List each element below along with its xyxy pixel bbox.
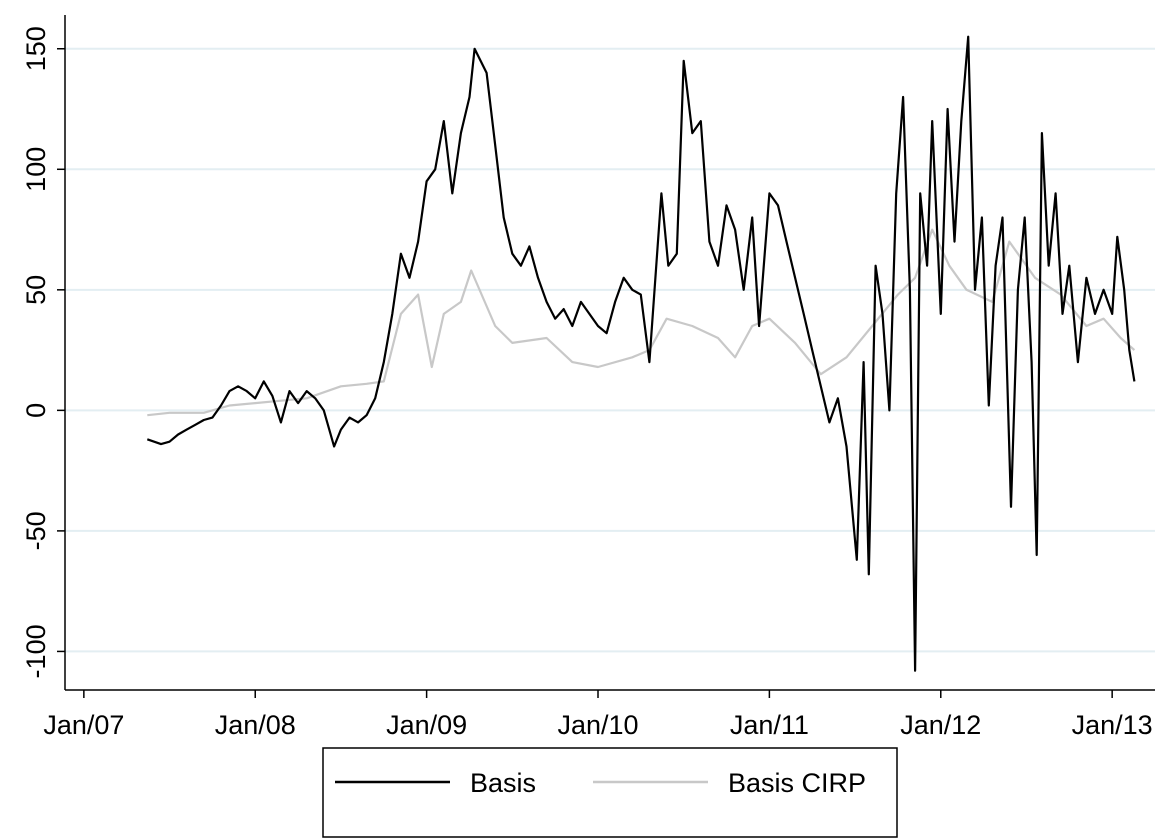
x-tick-label: Jan/09 bbox=[386, 710, 467, 740]
legend-label: Basis CIRP bbox=[728, 768, 866, 798]
y-tick-label: 150 bbox=[21, 26, 51, 71]
x-tick-label: Jan/10 bbox=[557, 710, 638, 740]
series-line bbox=[146, 35, 1136, 672]
x-tick-label: Jan/08 bbox=[215, 710, 296, 740]
x-tick-label: Jan/07 bbox=[43, 710, 124, 740]
x-tick-label: Jan/12 bbox=[900, 710, 981, 740]
x-tick-label: Jan/13 bbox=[1072, 710, 1153, 740]
y-tick-label: -100 bbox=[21, 624, 51, 678]
y-tick-label: 50 bbox=[21, 275, 51, 305]
legend-label: Basis bbox=[470, 768, 536, 798]
y-tick-label: -50 bbox=[21, 511, 51, 550]
x-tick-label: Jan/11 bbox=[730, 710, 809, 740]
series-line bbox=[147, 228, 1136, 417]
y-tick-label: 0 bbox=[21, 403, 51, 418]
legend-box bbox=[322, 747, 898, 838]
y-tick-label: 100 bbox=[21, 147, 51, 192]
